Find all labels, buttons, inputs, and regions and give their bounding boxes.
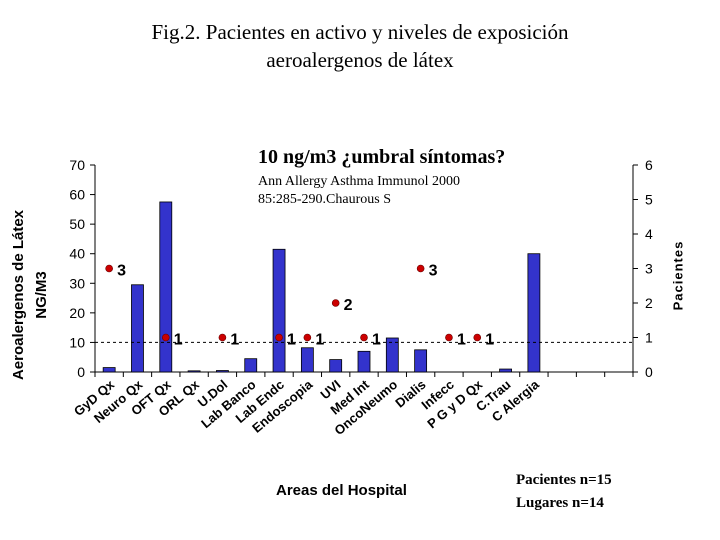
note-patients: Pacientes n=15 — [516, 472, 612, 488]
patient-point — [416, 264, 425, 273]
threshold-annotation: 10 ng/m3 ¿umbral síntomas? — [258, 146, 506, 168]
patient-point — [473, 333, 482, 342]
bar — [414, 349, 428, 373]
bar — [499, 368, 512, 373]
bar — [131, 284, 144, 373]
patient-point — [331, 299, 340, 307]
point-label: 3 — [117, 263, 126, 280]
y-tick-label: 10 — [69, 334, 85, 350]
bar — [527, 253, 541, 373]
patient-point — [218, 333, 227, 342]
y-tick-label: 0 — [77, 364, 85, 380]
point-label: 2 — [344, 297, 353, 314]
y2-tick-label: 6 — [645, 157, 653, 173]
bar — [357, 350, 371, 373]
patient-point — [360, 333, 368, 342]
point-label: 1 — [174, 332, 183, 349]
y-tick-label: 60 — [69, 187, 85, 203]
point-series: 3 1 1 1 1 2 1 3 1 1 — [105, 263, 494, 349]
y-tick-label: 50 — [69, 216, 85, 232]
patient-point — [105, 264, 113, 273]
chart-title-line1: Fig.2. Pacientes en activo y niveles de … — [151, 20, 569, 44]
y-axis-title-line2: NG/M3 — [33, 271, 50, 319]
point-label: 1 — [315, 332, 324, 349]
y2-tick-label: 4 — [645, 226, 653, 242]
y2-axis-ticks: 0 1 2 3 4 5 6 — [633, 157, 653, 380]
y-axis-title-line1: Aeroalergenos de Látex — [10, 209, 27, 381]
point-label: 1 — [230, 332, 239, 349]
bar-series — [102, 201, 541, 373]
point-label: 1 — [457, 332, 466, 349]
y2-tick-label: 2 — [645, 295, 653, 311]
y-axis-title: Aeroalergenos de Látex NG/M3 — [7, 165, 53, 425]
y2-tick-label: 5 — [645, 192, 653, 208]
bar — [216, 370, 229, 373]
y2-tick-label: 1 — [645, 330, 653, 346]
citation-line1: Ann Allergy Asthma Immunol 2000 — [258, 174, 460, 189]
bar — [329, 359, 343, 373]
chart-title-line2: aeroalergenos de látex — [266, 48, 454, 72]
bar — [300, 347, 314, 373]
y-tick-label: 40 — [69, 246, 85, 262]
y-tick-label: 70 — [69, 157, 85, 173]
y2-tick-label: 0 — [645, 364, 653, 380]
point-label: 1 — [485, 332, 494, 349]
bar — [272, 248, 286, 373]
patient-point — [161, 333, 170, 342]
y2-axis-title: Pacientes — [670, 240, 686, 311]
note-places: Lugares n=14 — [516, 495, 604, 511]
point-label: 1 — [372, 332, 381, 349]
y-axis-ticks: 0 10 20 30 40 50 60 70 — [69, 157, 95, 380]
point-label: 1 — [287, 332, 296, 349]
bar — [102, 367, 116, 373]
y-tick-label: 20 — [69, 305, 85, 321]
patient-point — [445, 333, 453, 342]
bar — [187, 370, 201, 373]
bar — [244, 358, 258, 373]
citation-line2: 85:285-290.Chaurous S — [258, 192, 391, 207]
y-tick-label: 30 — [69, 275, 85, 291]
bar — [159, 201, 173, 373]
patient-point — [275, 333, 283, 342]
y2-tick-label: 3 — [645, 261, 653, 277]
patient-point — [303, 333, 312, 342]
bar — [385, 337, 399, 373]
x-axis-title: Areas del Hospital — [276, 482, 407, 499]
point-label: 3 — [429, 263, 438, 280]
